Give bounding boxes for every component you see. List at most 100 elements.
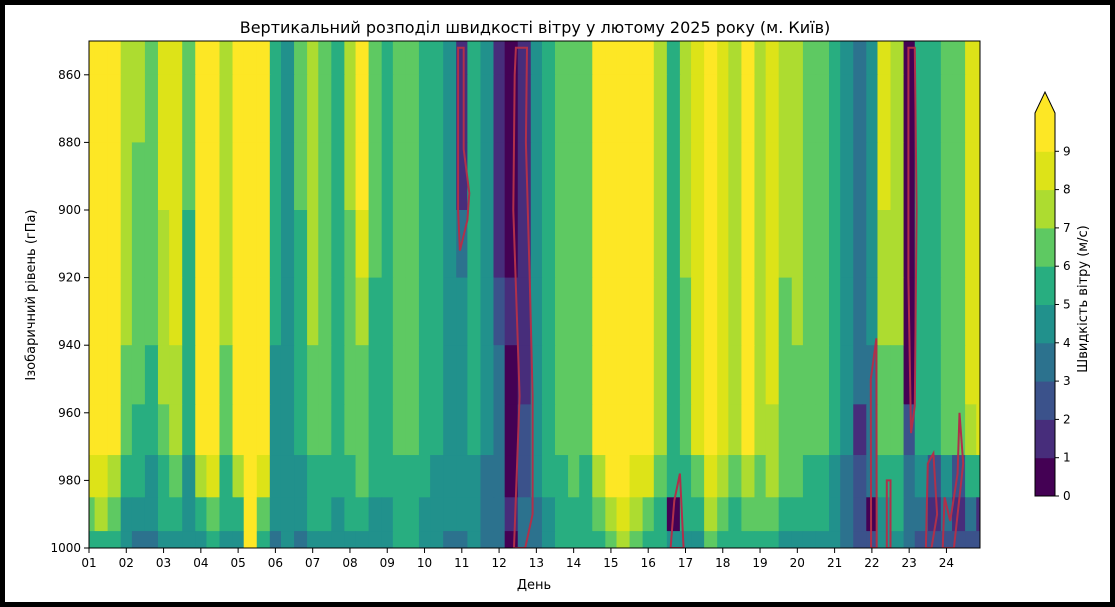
heatmap-cell (555, 277, 569, 346)
heatmap-cell (169, 277, 183, 346)
heatmap-cell (629, 210, 644, 279)
heatmap-cell (94, 404, 109, 456)
heatmap-cell (307, 455, 319, 498)
y-axis-label: Ізобаричний рівень (гПа) (24, 209, 39, 380)
heatmap-cell (144, 41, 159, 76)
heatmap-cell (568, 345, 580, 405)
heatmap-cell (717, 41, 729, 76)
heatmap-cell (903, 74, 916, 143)
heatmap-cell (232, 210, 245, 279)
heatmap-cell (381, 277, 394, 346)
heatmap-cell (717, 142, 729, 211)
heatmap-cell (976, 531, 980, 548)
heatmap-cell (344, 497, 357, 532)
heatmap-cell (765, 142, 780, 211)
heatmap-cell (952, 277, 966, 346)
heatmap-cell (107, 41, 122, 76)
heatmap-cell (392, 142, 407, 211)
x-tick-label: 04 (193, 556, 208, 570)
heatmap-cell (914, 455, 929, 498)
heatmap-cell (629, 277, 644, 346)
heatmap-cell (616, 142, 631, 211)
heatmap-cell (616, 531, 631, 548)
heatmap-cell (605, 345, 618, 405)
heatmap-cell (107, 404, 122, 456)
heatmap-cell (728, 455, 743, 498)
colorbar-swatch (1035, 266, 1055, 305)
heatmap-cell (568, 455, 580, 498)
heatmap-cell (530, 142, 543, 211)
heatmap-cell (965, 41, 977, 76)
heatmap-cell (642, 210, 655, 279)
heatmap-cell (704, 277, 718, 346)
y-tick-label: 860 (58, 68, 81, 82)
heatmap-cell (443, 497, 457, 532)
heatmap-cell (456, 74, 468, 143)
heatmap-cell (829, 74, 841, 143)
heatmap-cell (840, 345, 854, 405)
x-tick-label: 11 (454, 556, 469, 570)
heatmap-cell (629, 74, 644, 143)
heatmap-cell (89, 41, 96, 76)
heatmap-cell (914, 142, 929, 211)
heatmap-cell (182, 531, 196, 548)
colorbar-extend-arrow (1035, 92, 1055, 113)
heatmap-cell (206, 455, 221, 498)
heatmap-cell (232, 404, 245, 456)
heatmap-cell (504, 531, 519, 548)
heatmap-cell (592, 41, 606, 76)
heatmap-cell (629, 531, 644, 548)
heatmap-cell (94, 497, 109, 532)
heatmap-cell (206, 277, 221, 346)
x-tick-label: 22 (864, 556, 879, 570)
heatmap-cell (653, 74, 668, 143)
heatmap-cell (182, 41, 196, 76)
heatmap-cell (679, 277, 692, 346)
heatmap-cell (853, 345, 867, 405)
heatmap-cell (169, 41, 183, 76)
heatmap-cell (120, 404, 133, 456)
heatmap-cell (280, 531, 295, 548)
heatmap-cell (741, 531, 756, 548)
heatmap-cell (840, 142, 854, 211)
heatmap-cell (605, 74, 618, 143)
heatmap-cell (754, 277, 767, 346)
x-tick-label: 16 (641, 556, 656, 570)
heatmap-cell (157, 404, 170, 456)
heatmap-cell (877, 404, 892, 456)
colorbar-swatch (1035, 227, 1055, 267)
heatmap-cell (853, 497, 867, 532)
heatmap-cell (157, 210, 170, 279)
heatmap-cell (294, 455, 308, 498)
y-tick-label: 940 (58, 338, 81, 352)
heatmap-cell (256, 404, 271, 456)
heatmap-cell (280, 404, 295, 456)
heatmap-cell (467, 142, 482, 211)
colorbar-tick-label: 9 (1063, 144, 1071, 158)
heatmap-cell (219, 345, 234, 405)
heatmap-cell (107, 455, 122, 498)
heatmap-cell (243, 41, 258, 76)
heatmap-cell (381, 142, 394, 211)
heatmap-cell (976, 74, 980, 143)
heatmap-cell (182, 142, 196, 211)
heatmap-cell (157, 277, 170, 346)
heatmap-cell (331, 142, 345, 211)
heatmap-cell (493, 345, 506, 405)
x-tick-label: 17 (678, 556, 693, 570)
heatmap-cell (765, 74, 780, 143)
heatmap-cell (605, 210, 618, 279)
heatmap-cell (629, 345, 644, 405)
heatmap-cell (605, 142, 618, 211)
heatmap-cell (579, 142, 593, 211)
heatmap-cell (666, 210, 681, 279)
heatmap-cell (976, 277, 980, 346)
heatmap-cell (754, 497, 767, 532)
heatmap-cell (778, 345, 793, 405)
x-tick-label: 23 (902, 556, 917, 570)
heatmap-cell (666, 41, 681, 76)
heatmap-cell (418, 497, 431, 532)
heatmap-cell (467, 404, 482, 456)
heatmap-cell (269, 531, 282, 548)
heatmap-cell (195, 41, 208, 76)
